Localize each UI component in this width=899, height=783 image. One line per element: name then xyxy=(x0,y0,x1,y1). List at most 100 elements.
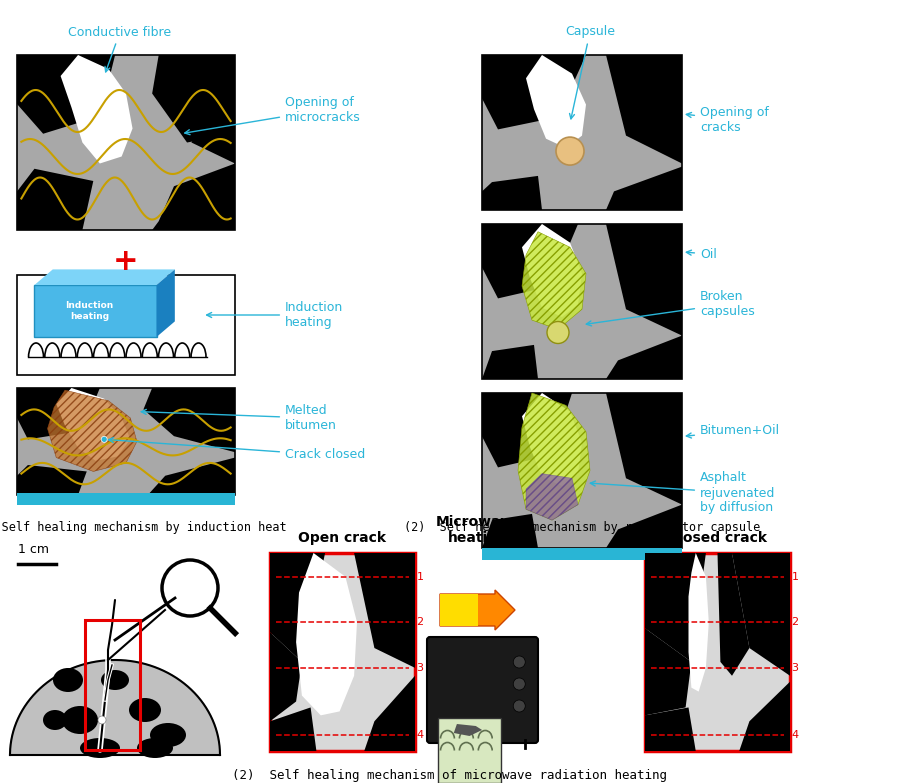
Polygon shape xyxy=(17,55,115,134)
Polygon shape xyxy=(717,553,750,676)
Polygon shape xyxy=(732,553,790,676)
Polygon shape xyxy=(606,167,682,210)
Polygon shape xyxy=(482,224,578,298)
Circle shape xyxy=(98,716,106,724)
Bar xyxy=(17,55,235,230)
Circle shape xyxy=(513,678,525,690)
Polygon shape xyxy=(645,707,696,751)
Polygon shape xyxy=(606,336,682,379)
Ellipse shape xyxy=(43,710,67,730)
Polygon shape xyxy=(526,55,586,148)
Polygon shape xyxy=(522,224,582,317)
Polygon shape xyxy=(270,707,316,751)
Polygon shape xyxy=(60,55,132,164)
Polygon shape xyxy=(606,504,682,548)
Ellipse shape xyxy=(129,698,161,722)
Text: Broken
capsules: Broken capsules xyxy=(586,290,755,326)
Text: (1)  Self healing mechanism by induction heat: (1) Self healing mechanism by induction … xyxy=(0,521,286,535)
Polygon shape xyxy=(270,553,325,662)
Polygon shape xyxy=(689,553,708,691)
Text: 3: 3 xyxy=(416,663,423,673)
Text: Capsule: Capsule xyxy=(565,26,615,119)
Circle shape xyxy=(102,436,107,442)
Polygon shape xyxy=(482,55,586,129)
Polygon shape xyxy=(156,269,174,337)
Polygon shape xyxy=(147,457,235,495)
Bar xyxy=(645,553,790,751)
Polygon shape xyxy=(526,474,578,520)
Polygon shape xyxy=(645,628,691,716)
Ellipse shape xyxy=(137,738,173,758)
Polygon shape xyxy=(354,553,415,668)
Polygon shape xyxy=(482,176,542,210)
Text: Induction
heating: Induction heating xyxy=(66,301,113,321)
Text: Oil: Oil xyxy=(686,247,717,261)
Text: 1 cm: 1 cm xyxy=(18,543,49,556)
Bar xyxy=(438,718,501,783)
Text: Microwave
heating: Microwave heating xyxy=(435,514,520,545)
Polygon shape xyxy=(144,388,235,453)
Circle shape xyxy=(513,700,525,712)
Ellipse shape xyxy=(101,670,129,690)
Polygon shape xyxy=(270,632,302,721)
Ellipse shape xyxy=(80,738,120,758)
Polygon shape xyxy=(34,269,174,285)
Text: Asphalt
rejuvenated
by diffusion: Asphalt rejuvenated by diffusion xyxy=(591,471,775,514)
Text: Melted
bitumen: Melted bitumen xyxy=(141,404,337,432)
Polygon shape xyxy=(606,224,682,336)
Polygon shape xyxy=(522,232,586,330)
Text: Induction
heating: Induction heating xyxy=(207,301,343,329)
Polygon shape xyxy=(482,393,572,467)
Polygon shape xyxy=(606,393,682,504)
Text: 1: 1 xyxy=(416,572,423,582)
Text: 4: 4 xyxy=(791,731,798,740)
Ellipse shape xyxy=(150,723,186,747)
Text: 2: 2 xyxy=(791,617,798,627)
Bar xyxy=(17,388,235,495)
Polygon shape xyxy=(17,388,100,439)
Polygon shape xyxy=(482,345,538,379)
Polygon shape xyxy=(364,676,415,751)
Polygon shape xyxy=(10,660,220,755)
Bar xyxy=(270,553,415,751)
Text: +: + xyxy=(113,247,138,276)
FancyBboxPatch shape xyxy=(427,637,538,743)
Text: 3: 3 xyxy=(791,663,798,673)
Polygon shape xyxy=(191,125,235,164)
Text: Opening of
cracks: Opening of cracks xyxy=(686,106,769,134)
Polygon shape xyxy=(739,682,790,751)
Bar xyxy=(17,275,235,375)
Text: (2)  Self healing mechanism of microwave radiation heating: (2) Self healing mechanism of microwave … xyxy=(232,768,666,781)
Bar xyxy=(85,620,140,750)
Circle shape xyxy=(556,137,584,165)
Ellipse shape xyxy=(53,668,83,692)
Text: 4: 4 xyxy=(416,731,423,740)
Text: Closed crack: Closed crack xyxy=(668,531,767,545)
Polygon shape xyxy=(522,393,582,486)
Bar xyxy=(482,393,682,548)
Text: Crack closed: Crack closed xyxy=(109,438,365,461)
Polygon shape xyxy=(482,514,538,548)
Polygon shape xyxy=(152,55,235,143)
Polygon shape xyxy=(606,55,682,164)
Bar xyxy=(34,285,156,337)
Text: (2)  Self healing mechanism by rejuvenator capsule: (2) Self healing mechanism by rejuvenato… xyxy=(404,521,761,535)
FancyArrow shape xyxy=(440,594,477,626)
Text: Bitumen+Oil: Bitumen+Oil xyxy=(686,424,780,438)
Polygon shape xyxy=(17,465,87,495)
Ellipse shape xyxy=(62,706,98,734)
Text: 1: 1 xyxy=(791,572,798,582)
Bar xyxy=(17,493,235,505)
Polygon shape xyxy=(454,724,482,736)
Circle shape xyxy=(547,322,569,344)
Bar xyxy=(482,224,682,379)
Polygon shape xyxy=(17,169,93,230)
Circle shape xyxy=(513,656,525,668)
Polygon shape xyxy=(152,164,235,230)
Text: Open crack: Open crack xyxy=(298,531,387,545)
Bar xyxy=(482,548,682,560)
Polygon shape xyxy=(296,553,357,716)
FancyArrow shape xyxy=(440,590,515,630)
Polygon shape xyxy=(645,553,706,662)
Polygon shape xyxy=(518,393,590,520)
